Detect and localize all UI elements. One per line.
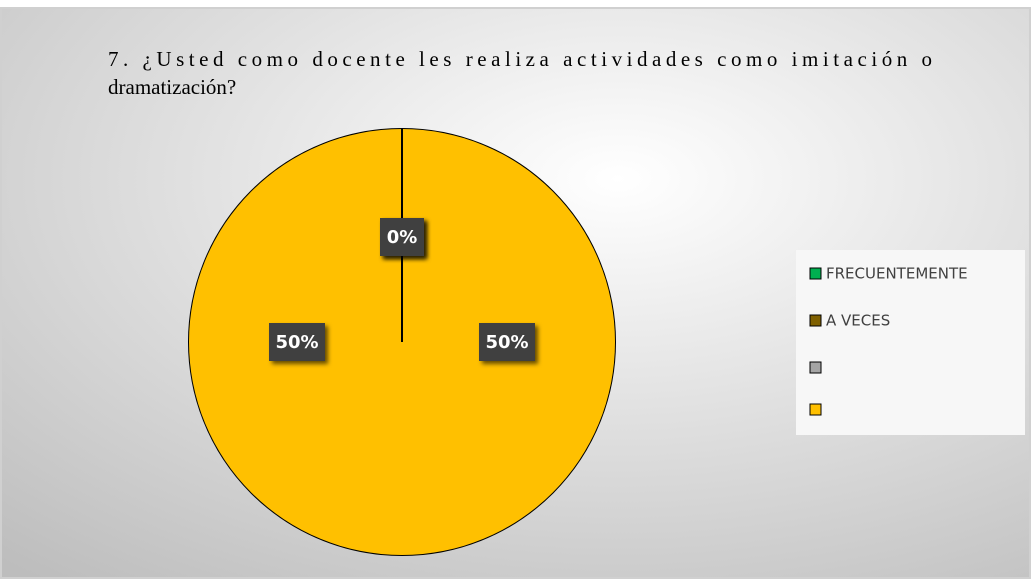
data-label: 50%	[485, 332, 528, 353]
legend-label: A VECES	[826, 312, 890, 330]
data-label-box	[479, 323, 535, 361]
data-label-box	[269, 323, 325, 361]
legend-swatch	[809, 403, 822, 416]
chart-title: 7. ¿Usted como docente les realiza activ…	[108, 47, 942, 99]
legend-swatch	[809, 314, 822, 327]
legend-label: FRECUENTEMENTE	[826, 265, 968, 283]
legend-swatch	[809, 267, 822, 280]
data-label: 0%	[387, 227, 418, 248]
legend-box	[796, 250, 1025, 435]
legend-swatch	[809, 361, 822, 374]
data-label: 50%	[275, 332, 318, 353]
data-label-box	[380, 218, 424, 256]
